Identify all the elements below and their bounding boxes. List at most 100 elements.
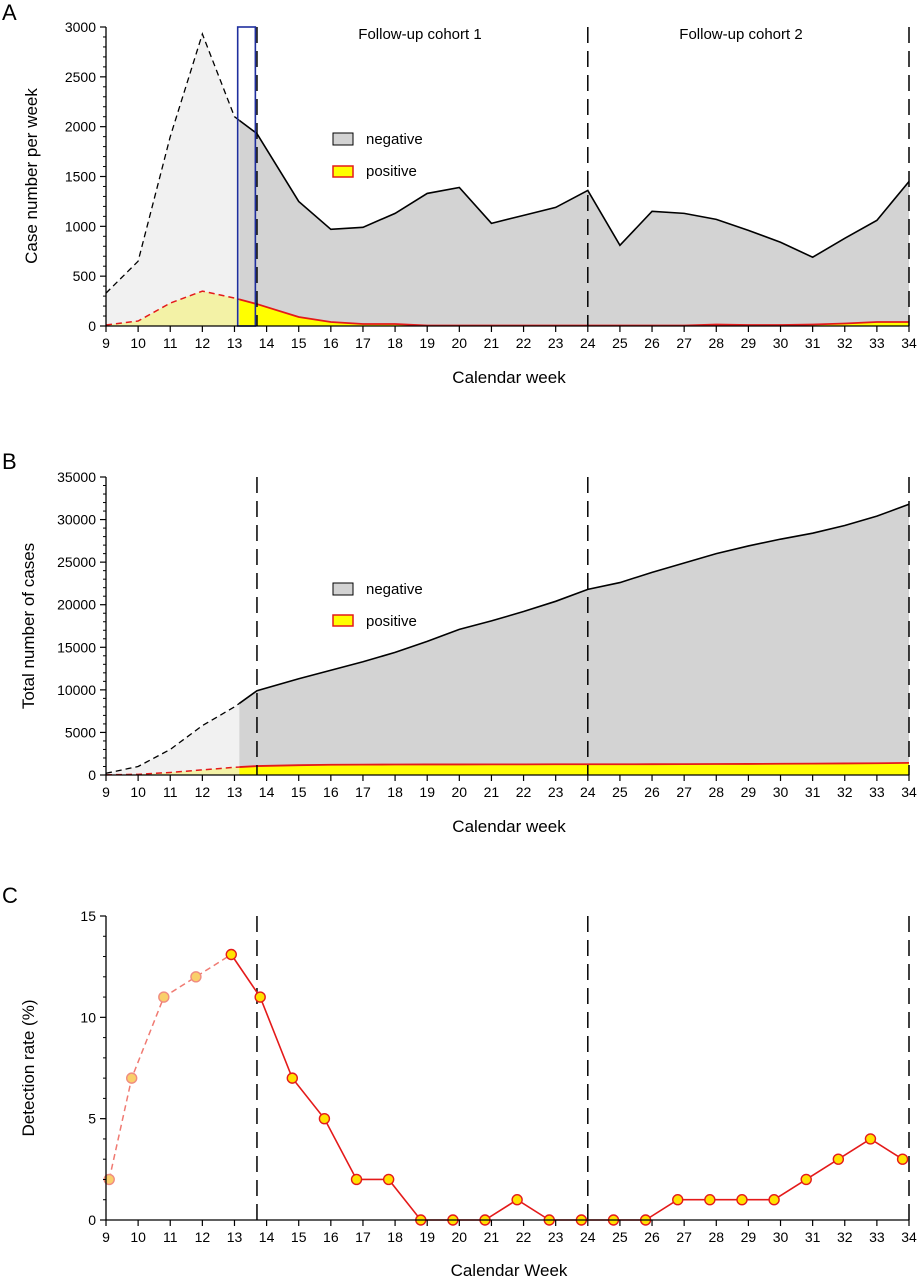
C-x-tick-label: 12 bbox=[195, 1229, 211, 1245]
C-x-tick-label: 20 bbox=[452, 1229, 468, 1245]
A-x-tick-label: 22 bbox=[516, 335, 532, 351]
B-x-tick-label: 15 bbox=[291, 784, 307, 800]
data-point bbox=[511, 1194, 523, 1206]
C-y-tick-label: 0 bbox=[88, 1212, 96, 1228]
cohort-2-label: Follow-up cohort 2 bbox=[679, 26, 802, 43]
positive-area-early bbox=[106, 291, 240, 326]
C-x-tick-label: 17 bbox=[355, 1229, 371, 1245]
cohort-1-label: Follow-up cohort 1 bbox=[358, 26, 481, 43]
A-y-tick-label: 500 bbox=[73, 268, 97, 284]
B-x-tick-label: 10 bbox=[130, 784, 146, 800]
panel-b-letter: B bbox=[2, 449, 17, 474]
panel-c-xlabel: Calendar Week bbox=[451, 1261, 568, 1280]
panel-b-cohort-lines bbox=[256, 477, 910, 775]
panel-a-axes: 9 10 11 12 13 14 15 16 17 18 19 20 21 22 23 24 25 26 27 28 2… bbox=[65, 19, 917, 351]
B-x-tick-label: 26 bbox=[644, 784, 660, 800]
A-x-tick-label: 12 bbox=[195, 335, 211, 351]
panel-a-areas bbox=[106, 33, 910, 327]
negative-area-early bbox=[106, 33, 240, 327]
A-x-tick-label: 19 bbox=[419, 335, 435, 351]
C-x-tick-label: 27 bbox=[676, 1229, 692, 1245]
data-point bbox=[350, 1173, 363, 1186]
legend-negative-swatch bbox=[332, 132, 354, 146]
B-y-tick-label: 10000 bbox=[57, 682, 96, 698]
negative-line bbox=[238, 503, 910, 705]
B-x-tick-label: 33 bbox=[869, 784, 885, 800]
A-x-tick-label: 21 bbox=[484, 335, 500, 351]
B-x-tick-label: 32 bbox=[837, 784, 853, 800]
B-x-tick-label: 31 bbox=[805, 784, 821, 800]
B-y-tick-label: 0 bbox=[88, 767, 96, 783]
panel-c-ylabel: Detection rate (%) bbox=[19, 1000, 38, 1137]
A-x-tick-label: 34 bbox=[901, 335, 917, 351]
panel-a-letter: A bbox=[2, 0, 17, 25]
panel-b-xlabel: Calendar week bbox=[452, 817, 566, 836]
B-y-tick-label: 5000 bbox=[65, 724, 96, 740]
negative-area-early bbox=[106, 703, 240, 775]
C-x-tick-label: 10 bbox=[130, 1229, 146, 1245]
A-y-tick-label: 1500 bbox=[65, 169, 96, 185]
A-x-tick-label: 13 bbox=[227, 335, 243, 351]
data-point bbox=[382, 1173, 395, 1186]
A-x-tick-label: 31 bbox=[805, 335, 821, 351]
B-x-tick-label: 19 bbox=[419, 784, 435, 800]
data-point bbox=[158, 991, 170, 1003]
positive-area bbox=[239, 762, 910, 775]
A-y-tick-label: 2500 bbox=[65, 69, 96, 85]
legend-negative-label: negative bbox=[366, 581, 423, 598]
A-x-tick-label: 26 bbox=[644, 335, 660, 351]
C-x-tick-label: 15 bbox=[291, 1229, 307, 1245]
A-x-tick-label: 10 bbox=[130, 335, 146, 351]
legend-positive-swatch bbox=[332, 614, 354, 627]
negative-area bbox=[239, 120, 910, 326]
B-y-tick-label: 30000 bbox=[57, 512, 96, 528]
B-x-tick-label: 11 bbox=[163, 784, 178, 800]
positive-line bbox=[239, 762, 910, 768]
B-y-tick-label: 15000 bbox=[57, 639, 96, 655]
negative-line bbox=[238, 119, 910, 259]
B-x-tick-label: 18 bbox=[387, 784, 403, 800]
B-x-tick-label: 28 bbox=[708, 784, 724, 800]
B-x-tick-label: 16 bbox=[323, 784, 339, 800]
panel-b: B 9 10 11 12 13 14 15 16 17 18 19 20 21 22 23 24 25 26 27 2… bbox=[2, 449, 917, 836]
A-x-tick-label: 16 bbox=[323, 335, 339, 351]
data-point bbox=[286, 1072, 298, 1084]
C-x-tick-label: 28 bbox=[708, 1229, 724, 1245]
A-x-tick-label: 14 bbox=[259, 335, 275, 351]
panel-c-points bbox=[103, 948, 909, 1226]
panel-b-axes: 9 10 11 12 13 14 15 16 17 18 19 20 21 22 23 24 25 26 27 28 2… bbox=[57, 469, 917, 800]
C-x-tick-label: 24 bbox=[580, 1229, 596, 1245]
A-y-tick-label: 0 bbox=[88, 318, 96, 334]
data-point bbox=[190, 971, 202, 983]
C-x-tick-label: 13 bbox=[227, 1229, 243, 1245]
B-y-tick-label: 20000 bbox=[57, 597, 96, 613]
B-x-tick-label: 24 bbox=[580, 784, 596, 800]
panel-a-cohort-lines bbox=[256, 27, 910, 326]
data-point bbox=[896, 1153, 909, 1165]
data-point bbox=[704, 1194, 716, 1206]
C-x-tick-label: 16 bbox=[323, 1229, 339, 1245]
negative-area bbox=[239, 504, 910, 775]
C-x-tick-label: 25 bbox=[612, 1229, 628, 1245]
C-x-tick-label: 11 bbox=[163, 1229, 178, 1245]
data-point bbox=[318, 1112, 331, 1125]
B-x-tick-label: 17 bbox=[355, 784, 371, 800]
panel-b-lines bbox=[105, 503, 910, 776]
panel-a: A 9 10 11 12 13 14 15 16 17 18 19 20 21 22 23 24 25 26 27 2… bbox=[2, 0, 917, 387]
B-x-tick-label: 9 bbox=[102, 784, 110, 800]
data-point bbox=[832, 1153, 845, 1165]
legend-negative-swatch bbox=[332, 582, 354, 596]
A-y-tick-label: 3000 bbox=[65, 19, 96, 35]
C-x-tick-label: 33 bbox=[869, 1229, 885, 1245]
C-x-tick-label: 31 bbox=[805, 1229, 821, 1245]
panel-a-xlabel: Calendar week bbox=[452, 368, 566, 387]
B-x-tick-label: 30 bbox=[773, 784, 789, 800]
data-point bbox=[225, 948, 237, 961]
negative-line-early bbox=[105, 32, 240, 294]
C-y-tick-label: 5 bbox=[88, 1111, 96, 1127]
C-x-tick-label: 22 bbox=[516, 1229, 532, 1245]
C-x-tick-label: 32 bbox=[837, 1229, 853, 1245]
B-x-tick-label: 21 bbox=[484, 784, 500, 800]
B-x-tick-label: 25 bbox=[612, 784, 628, 800]
